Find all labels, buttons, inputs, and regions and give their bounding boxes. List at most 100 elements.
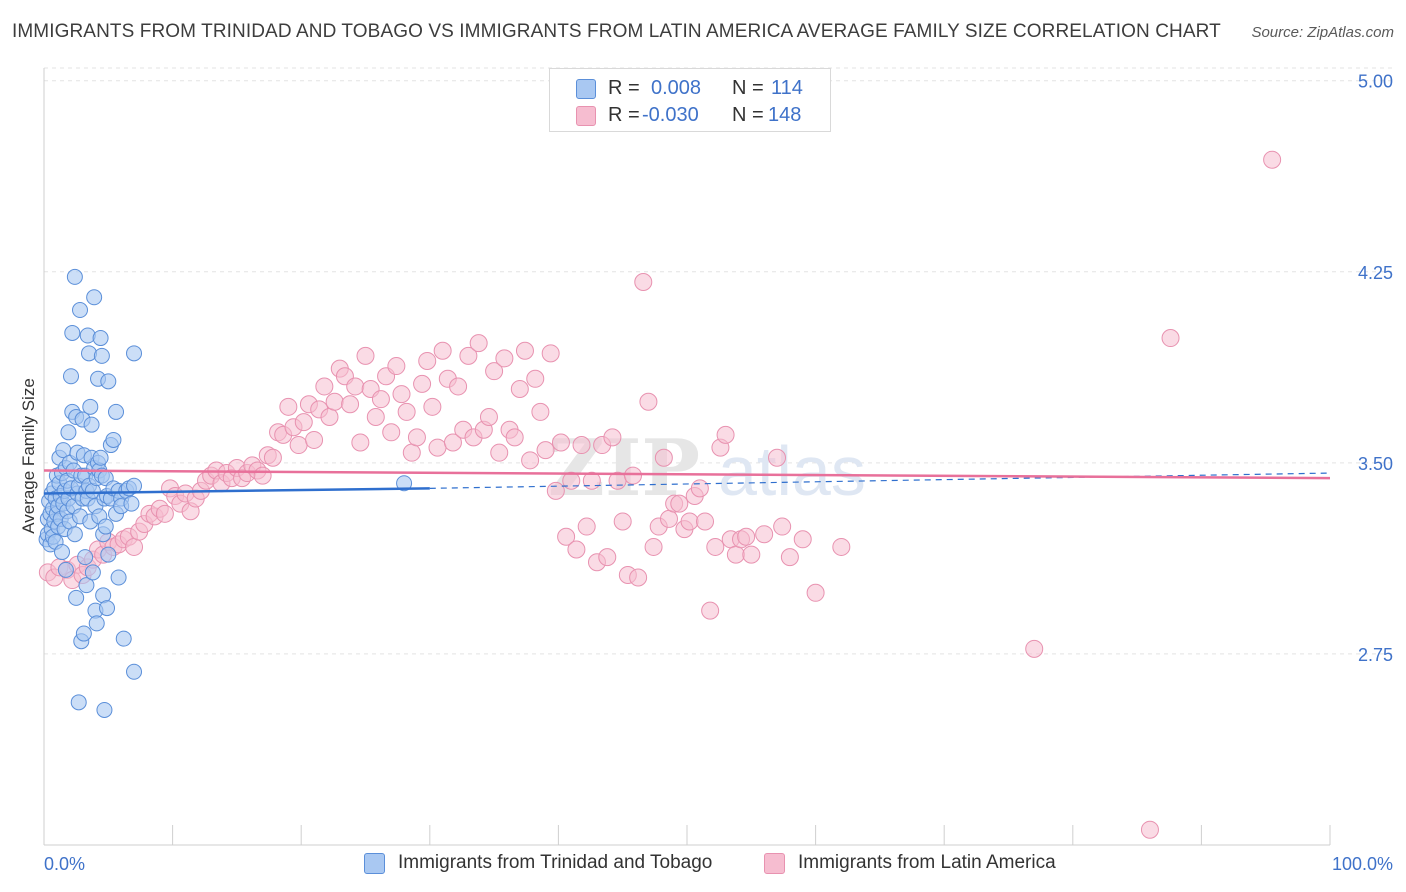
point-trinidad-tobago: [126, 345, 143, 362]
point-latin-america: [315, 377, 334, 396]
point-trinidad-tobago: [70, 694, 87, 711]
point-latin-america: [551, 433, 570, 452]
point-trinidad-tobago: [115, 630, 132, 647]
point-latin-america: [125, 537, 144, 556]
point-trinidad-tobago: [54, 544, 71, 561]
point-latin-america: [1025, 639, 1044, 658]
point-latin-america: [726, 545, 745, 564]
point-trinidad-tobago: [100, 373, 117, 390]
point-latin-america: [325, 392, 344, 411]
point-latin-america: [469, 334, 488, 353]
point-latin-america: [279, 397, 298, 416]
point-trinidad-tobago: [75, 625, 92, 642]
point-latin-america: [742, 545, 761, 564]
point-trinidad-tobago: [66, 268, 83, 285]
point-latin-america: [320, 408, 339, 427]
point-trinidad-tobago: [83, 416, 100, 433]
bottom-legend-swatch-blue: [364, 853, 385, 874]
legend-r-label: R =: [608, 104, 640, 126]
legend-swatch-pink: [576, 106, 596, 126]
point-latin-america: [459, 346, 478, 365]
point-trinidad-tobago: [86, 289, 103, 306]
point-latin-america: [253, 466, 272, 485]
point-latin-america: [397, 402, 416, 421]
point-latin-america: [1161, 329, 1180, 348]
bottom-legend-label-latin: Immigrants from Latin America: [798, 852, 1056, 873]
y-tick-label: 3.50: [1358, 454, 1393, 474]
legend-r-label: R =: [608, 77, 640, 99]
x-tick-label-max: 100.0%: [1332, 854, 1393, 874]
point-latin-america: [780, 548, 799, 567]
point-latin-america: [443, 433, 462, 452]
point-latin-america: [407, 428, 426, 447]
point-trinidad-tobago: [105, 431, 122, 448]
chart-title: IMMIGRANTS FROM TRINIDAD AND TOBAGO VS I…: [12, 21, 1221, 42]
point-latin-america: [341, 395, 360, 414]
point-trinidad-tobago: [72, 302, 89, 319]
y-tick-label: 2.75: [1358, 645, 1393, 665]
legend-n-value: 148: [768, 104, 802, 126]
watermark: ZIP atlas: [548, 423, 866, 514]
point-latin-america: [716, 425, 735, 444]
x-ticks: [43, 825, 1331, 845]
point-latin-america: [521, 451, 540, 470]
point-latin-america: [428, 438, 447, 457]
trend-line-latin-america: [43, 469, 1331, 480]
point-latin-america: [402, 443, 421, 462]
point-latin-america: [793, 530, 812, 549]
point-trinidad-tobago: [82, 398, 99, 415]
gridlines: [44, 67, 1393, 655]
point-latin-america: [541, 344, 560, 363]
point-latin-america: [562, 471, 581, 490]
point-latin-america: [418, 351, 437, 370]
series-trinidad-tobago-points: [38, 268, 413, 718]
point-latin-america: [1263, 150, 1282, 169]
point-latin-america: [490, 443, 509, 462]
point-trinidad-tobago: [123, 495, 140, 512]
point-latin-america: [773, 517, 792, 536]
bottom-legend-swatch-pink: [764, 853, 785, 874]
point-trinidad-tobago: [110, 569, 127, 586]
point-latin-america: [644, 537, 663, 556]
point-trinidad-tobago: [64, 324, 81, 341]
watermark-atlas: atlas: [718, 432, 866, 510]
point-latin-america: [690, 479, 709, 498]
point-latin-america: [696, 512, 715, 531]
point-trinidad-tobago: [93, 347, 110, 364]
source-credit: Source: ZipAtlas.com: [1251, 24, 1394, 41]
point-trinidad-tobago: [88, 615, 105, 632]
point-trinidad-tobago: [68, 589, 85, 606]
point-trinidad-tobago: [97, 518, 114, 535]
point-latin-america: [289, 436, 308, 455]
point-latin-america: [634, 272, 653, 291]
legend-n-label: N =: [732, 77, 764, 99]
point-trinidad-tobago: [126, 663, 143, 680]
point-trinidad-tobago: [84, 564, 101, 581]
point-latin-america: [572, 436, 591, 455]
trend-line-trinidad-extension: [429, 472, 1331, 489]
legend-r-value: -0.030: [642, 104, 699, 126]
point-latin-america: [346, 377, 365, 396]
point-latin-america: [505, 428, 524, 447]
point-trinidad-tobago: [77, 549, 94, 566]
point-latin-america: [449, 377, 468, 396]
point-trinidad-tobago: [57, 561, 74, 578]
point-latin-america: [1140, 820, 1159, 839]
point-trinidad-tobago: [396, 475, 413, 492]
point-trinidad-tobago: [96, 701, 113, 718]
point-trinidad-tobago: [99, 600, 116, 617]
legend-r-value: 0.008: [651, 77, 702, 99]
x-tick-label-min: 0.0%: [44, 854, 85, 874]
point-latin-america: [546, 481, 565, 500]
point-latin-america: [155, 504, 174, 523]
point-latin-america: [577, 517, 596, 536]
point-trinidad-tobago: [63, 368, 80, 385]
point-latin-america: [654, 448, 673, 467]
point-latin-america: [263, 448, 282, 467]
point-latin-america: [806, 583, 825, 602]
point-trinidad-tobago: [60, 424, 77, 441]
point-latin-america: [680, 512, 699, 531]
point-latin-america: [629, 568, 648, 587]
point-latin-america: [371, 390, 390, 409]
